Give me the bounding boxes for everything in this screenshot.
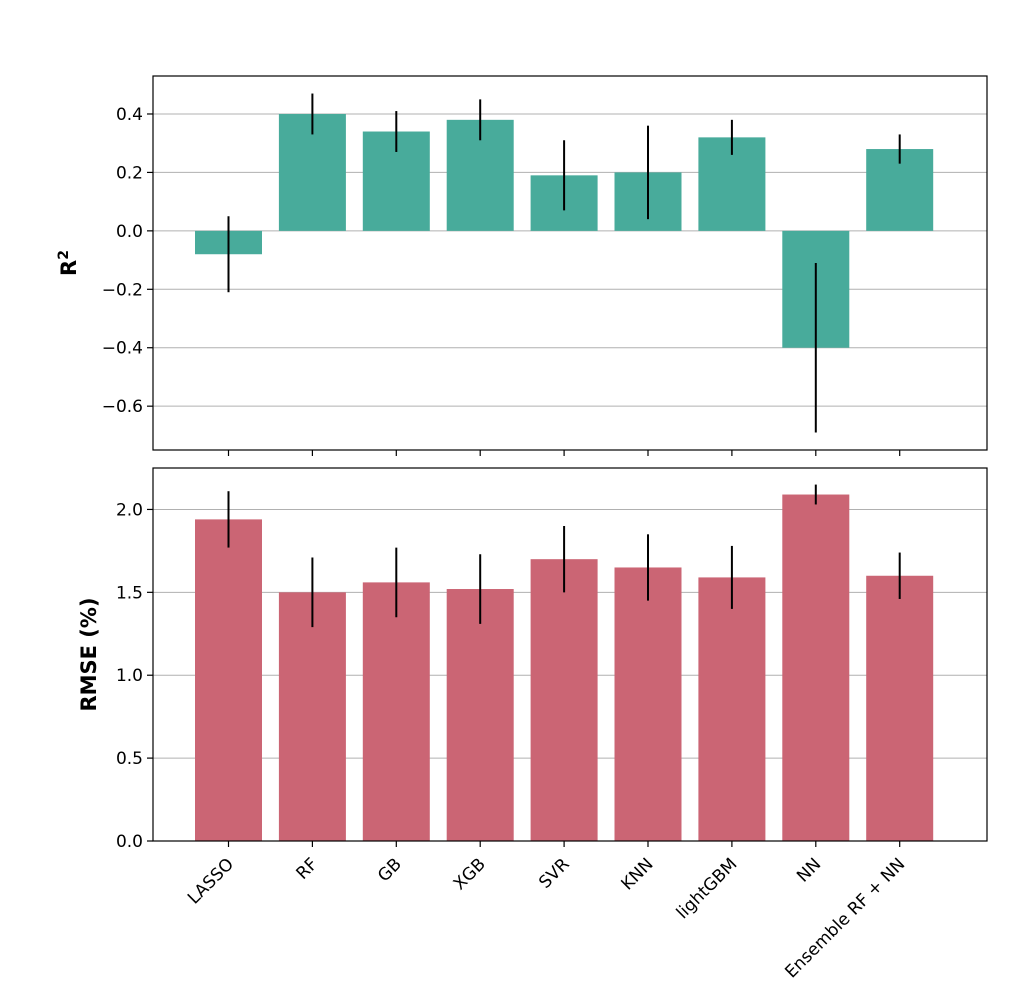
r2-ytick-label: −0.4 bbox=[102, 339, 143, 359]
rmse-xtick-label: SVR bbox=[535, 854, 573, 892]
rmse-xtick-label: lightGBM bbox=[673, 854, 742, 923]
r2-ytick-label: 0.0 bbox=[116, 222, 143, 242]
r2-axes-frame bbox=[152, 75, 988, 451]
r2-panel: 0.4 0.2 0.0 −0.2 −0.4 −0.6 R2 bbox=[56, 75, 988, 456]
rmse-panel: 0.0 0.5 1.0 1.5 2.0 LASSO RF GB XGB SVR KNN lightGB… bbox=[77, 467, 988, 982]
rmse-bar-knn bbox=[614, 567, 682, 841]
rmse-bar-gb bbox=[362, 582, 430, 841]
rmse-xtick-label: GB bbox=[374, 854, 406, 886]
rmse-axes-frame bbox=[152, 467, 988, 842]
rmse-bar-xgb bbox=[446, 589, 514, 841]
r2-ylabel: R2 bbox=[56, 250, 81, 276]
r2-ytick-label: 0.4 bbox=[116, 105, 143, 125]
rmse-ytick-label: 1.5 bbox=[116, 583, 143, 603]
rmse-ytick-label: 0.0 bbox=[116, 832, 143, 852]
rmse-xtick-label: KNN bbox=[618, 854, 658, 894]
rmse-bar-svr bbox=[530, 559, 598, 841]
r2-ytick-label: −0.6 bbox=[102, 397, 143, 417]
rmse-xtick-label: LASSO bbox=[184, 854, 238, 908]
rmse-ytick-label: 1.0 bbox=[116, 666, 143, 686]
rmse-xtick-label: NN bbox=[793, 854, 825, 886]
rmse-xtick-label: RF bbox=[293, 854, 322, 883]
rmse-ytick-label: 0.5 bbox=[116, 749, 143, 769]
rmse-xtick-label: XGB bbox=[450, 854, 490, 894]
r2-ytick-label: −0.2 bbox=[102, 280, 143, 300]
rmse-bar-lasso bbox=[195, 519, 262, 841]
rmse-ylabel: RMSE (%) bbox=[77, 597, 101, 711]
rmse-ytick-label: 2.0 bbox=[116, 500, 143, 520]
rmse-bar-rf bbox=[278, 592, 346, 841]
r2-ytick-label: 0.2 bbox=[116, 163, 143, 183]
rmse-bar-lightgbm bbox=[698, 577, 766, 841]
rmse-bar-nn bbox=[782, 494, 850, 841]
rmse-bar-ensemble-rf-nn bbox=[866, 575, 934, 841]
